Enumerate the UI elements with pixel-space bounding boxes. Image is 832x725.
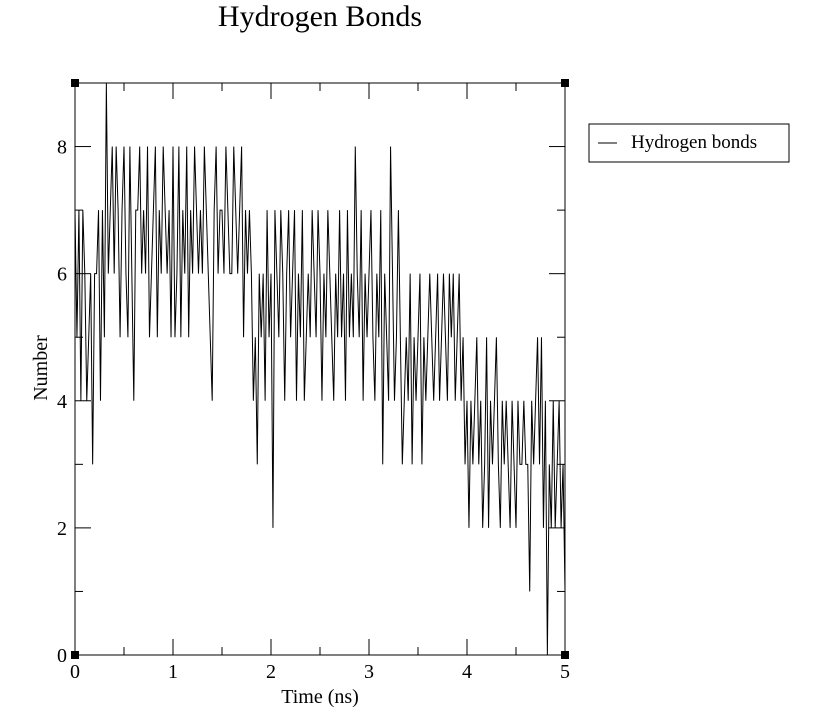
series-layer (74, 82, 566, 656)
legend-label: Hydrogen bonds (631, 132, 757, 153)
y-axis-label: Number (30, 335, 52, 401)
chart-title: Hydrogen Bonds (218, 0, 422, 33)
x-tick-label: 3 (364, 661, 374, 683)
legend-box (588, 123, 790, 163)
plot-frame (74, 82, 566, 656)
x-tick-label: 1 (168, 661, 178, 683)
x-tick-label: 2 (266, 661, 276, 683)
x-tick-label: 5 (560, 661, 570, 683)
corner-marker-top-right (561, 79, 569, 87)
series-line-hydrogen-bonds (74, 82, 566, 656)
corner-marker-bottom-right (561, 651, 569, 659)
y-tick-label: 8 (57, 137, 67, 159)
legend: Hydrogen bonds (588, 123, 790, 163)
y-tick-label: 6 (57, 264, 67, 286)
x-tick-label: 0 (70, 661, 80, 683)
y-tick-label: 0 (57, 645, 67, 667)
corner-marker-top-left (71, 79, 79, 87)
y-tick-label: 4 (57, 391, 67, 413)
y-tick-label: 2 (57, 518, 67, 540)
x-axis-label: Time (ns) (281, 686, 359, 708)
corner-marker-bottom-left (71, 651, 79, 659)
x-tick-label: 4 (462, 661, 472, 683)
